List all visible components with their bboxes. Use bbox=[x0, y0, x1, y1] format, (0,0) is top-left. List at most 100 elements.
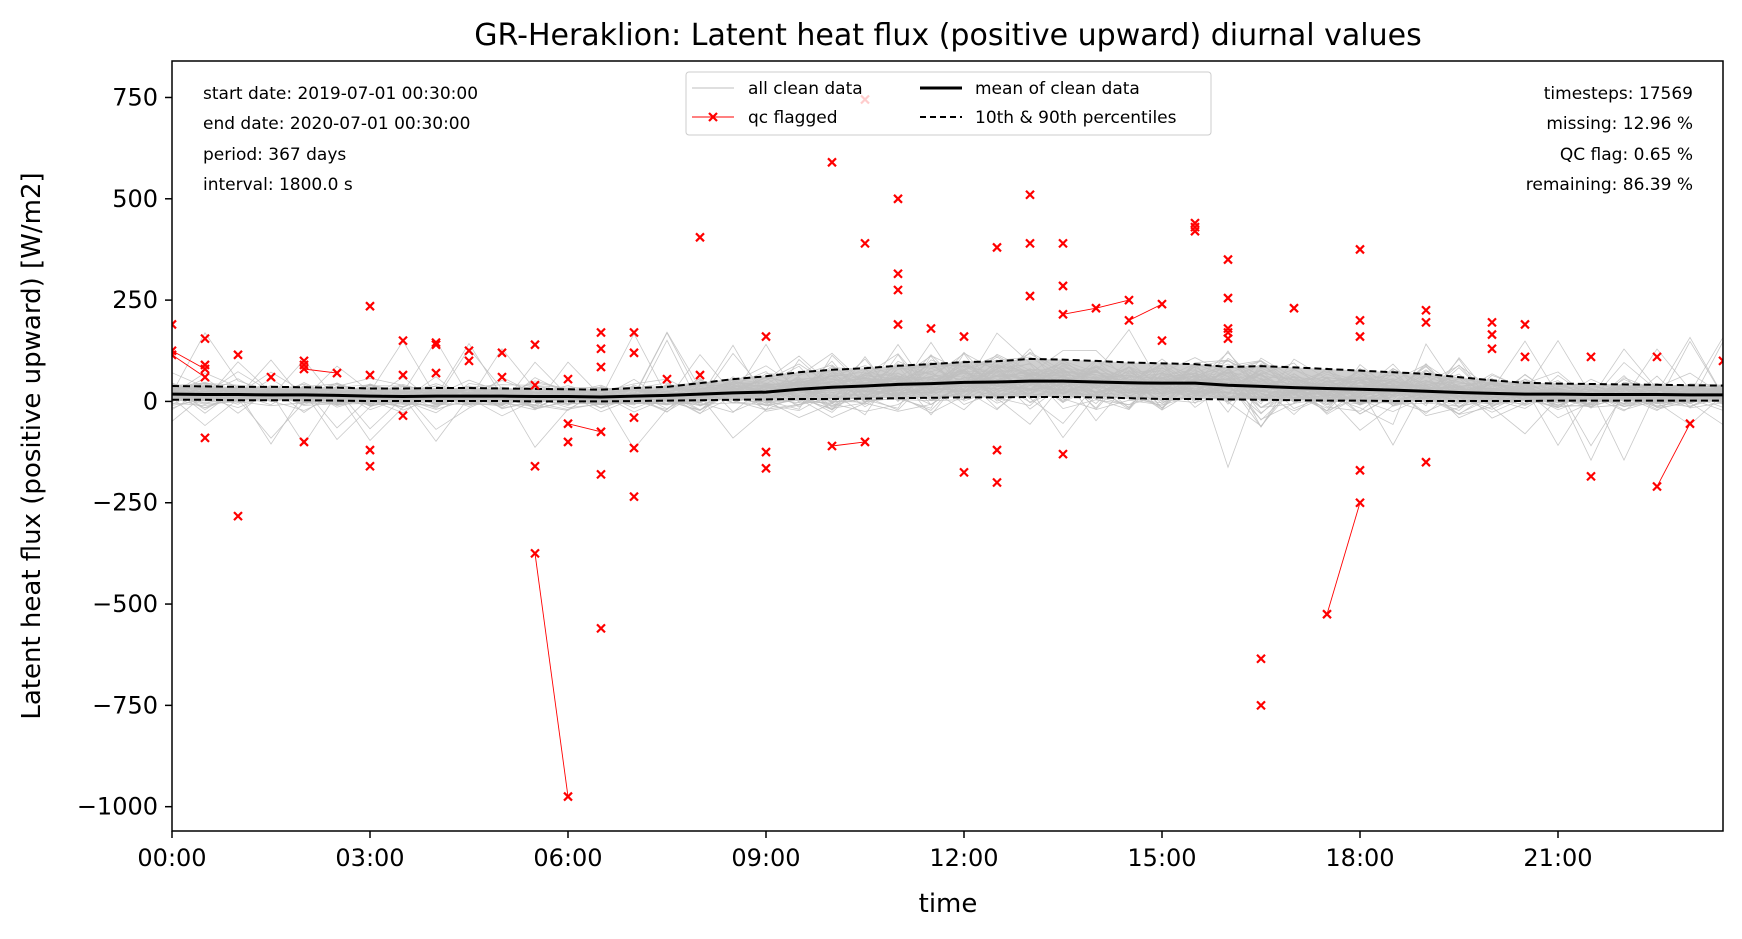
qc-flag-point bbox=[1421, 317, 1431, 328]
qc-flag-point bbox=[365, 301, 375, 311]
qc-flag-point bbox=[1652, 352, 1662, 362]
y-tick-label: 250 bbox=[112, 286, 158, 314]
qc-flag-point bbox=[926, 323, 936, 334]
qc-flag-connection bbox=[1656, 423, 1691, 487]
qc-flag-point bbox=[1256, 700, 1266, 711]
qc-flag-point bbox=[1355, 465, 1365, 476]
qc-flag-point bbox=[530, 339, 540, 350]
qc-flag-point bbox=[299, 437, 309, 447]
y-tick-label: 750 bbox=[112, 83, 158, 111]
qc-flag-point bbox=[200, 333, 210, 344]
qc-flag-point bbox=[827, 157, 837, 168]
legend-mean-label: mean of clean data bbox=[975, 79, 1140, 99]
qc-flag-point bbox=[431, 339, 441, 350]
qc-flag-point bbox=[827, 441, 837, 451]
plot-content bbox=[172, 94, 1723, 802]
qc-flag-connections bbox=[172, 299, 1691, 797]
qc-flag-connection bbox=[303, 368, 338, 374]
qc-flag-point bbox=[992, 477, 1002, 488]
qc-flag-point bbox=[398, 335, 408, 346]
qc-flag-point bbox=[563, 791, 573, 802]
qc-flag-connection bbox=[172, 350, 206, 370]
qc-flag-point bbox=[596, 623, 606, 634]
qc-flag-point bbox=[563, 418, 573, 429]
qc-flag-point bbox=[662, 374, 672, 384]
qc-flag-point bbox=[1157, 335, 1167, 346]
qc-flag-point bbox=[992, 445, 1002, 455]
qc-flag-point bbox=[497, 348, 507, 358]
info-left: start date: 2019-07-01 00:30:00 end date… bbox=[203, 84, 478, 195]
qc-flag-point bbox=[1124, 315, 1134, 326]
info-right: timesteps: 17569 missing: 12.96 % QC fla… bbox=[1526, 84, 1693, 195]
series-lines bbox=[172, 357, 1723, 403]
legend-pct-label: 10th & 90th percentiles bbox=[975, 108, 1177, 128]
qc-flag-point bbox=[596, 362, 606, 372]
qc-flag-connection bbox=[1128, 303, 1163, 321]
qc-flag-point bbox=[1157, 299, 1167, 309]
qc-flag-point bbox=[1487, 343, 1497, 354]
qc-flag-point bbox=[893, 285, 903, 295]
qc-flag-connection bbox=[567, 423, 602, 433]
qc-flag-point bbox=[1718, 356, 1723, 366]
info-start-date: start date: 2019-07-01 00:30:00 bbox=[203, 84, 478, 104]
qc-flag-point bbox=[1355, 244, 1365, 255]
qc-flag-point bbox=[398, 410, 408, 421]
qc-flag-point bbox=[200, 372, 210, 382]
qc-flag-point bbox=[1190, 226, 1200, 236]
qc-flag-point bbox=[893, 194, 903, 204]
qc-flag-point bbox=[1025, 189, 1035, 200]
qc-flag-connection bbox=[172, 354, 206, 378]
legend: all clean data qc flagged mean of clean … bbox=[685, 71, 1212, 136]
qc-flag-point bbox=[893, 268, 903, 279]
qc-flag-point bbox=[200, 433, 210, 443]
qc-flag-point bbox=[959, 331, 969, 342]
qc-flag-point bbox=[1025, 291, 1035, 301]
qc-flag-point bbox=[398, 370, 408, 380]
y-tick-label: −500 bbox=[92, 590, 158, 618]
qc-flag-connection bbox=[1062, 307, 1097, 315]
y-tick-label: −750 bbox=[92, 691, 158, 719]
qc-flag-point bbox=[1421, 305, 1431, 316]
qc-flag-point bbox=[563, 374, 573, 384]
x-tick-label: 06:00 bbox=[533, 844, 602, 872]
y-tick-label: 0 bbox=[143, 387, 158, 415]
qc-flag-point bbox=[464, 345, 474, 356]
qc-flag-point bbox=[629, 491, 639, 502]
plot-frame bbox=[171, 60, 1724, 832]
qc-flag-point bbox=[1586, 352, 1596, 362]
qc-flag-point bbox=[1355, 315, 1365, 326]
qc-flag-connection bbox=[831, 441, 866, 447]
y-tick-label: −250 bbox=[92, 489, 158, 517]
qc-flag-point bbox=[431, 337, 441, 348]
qc-flag-point bbox=[596, 327, 606, 338]
qc-flag-point bbox=[695, 370, 705, 380]
qc-flag-point bbox=[761, 447, 771, 457]
qc-flag-point bbox=[629, 443, 639, 453]
x-axis-ticks: 00:00 03:00 06:00 09:00 12:00 15:00 18:00 21:00 bbox=[137, 831, 1593, 872]
qc-flag-point bbox=[1223, 254, 1233, 265]
qc-flag-point bbox=[1025, 238, 1035, 249]
qc-flag-point bbox=[1058, 281, 1068, 291]
x-tick-label: 15:00 bbox=[1127, 844, 1196, 872]
mean-line bbox=[172, 379, 1723, 399]
legend-flag-label: qc flagged bbox=[748, 108, 838, 128]
qc-flag-point bbox=[1586, 471, 1596, 482]
qc-flag-point bbox=[860, 437, 870, 447]
qc-flag-point bbox=[1487, 317, 1497, 328]
qc-flag-point bbox=[365, 445, 375, 455]
qc-flag-point bbox=[1652, 481, 1662, 492]
legend-clean-label: all clean data bbox=[748, 79, 863, 99]
qc-flag-point bbox=[596, 427, 606, 437]
y-tick-label: −1000 bbox=[77, 793, 158, 821]
qc-flag-point bbox=[563, 437, 573, 447]
x-tick-label: 12:00 bbox=[929, 844, 998, 872]
qc-flag-point bbox=[1421, 457, 1431, 467]
qc-flag-point bbox=[761, 331, 771, 342]
qc-flag-point bbox=[1355, 497, 1365, 508]
qc-flag-point bbox=[860, 238, 870, 249]
qc-flag-point bbox=[530, 380, 540, 390]
qc-flag-connection bbox=[1326, 502, 1361, 615]
qc-flag-points bbox=[172, 94, 1723, 802]
qc-flag-point bbox=[1058, 238, 1068, 249]
qc-flag-point bbox=[629, 327, 639, 338]
